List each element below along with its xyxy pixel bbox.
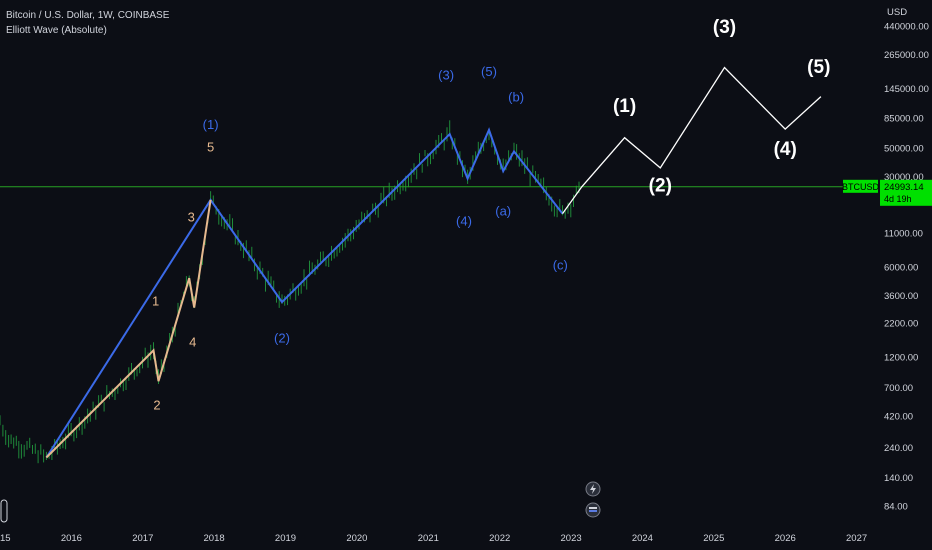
projection-line xyxy=(561,66,822,214)
time-tick-label: 2027 xyxy=(846,533,867,544)
price-tag-box xyxy=(880,179,932,206)
wave-label: (5) xyxy=(481,64,497,79)
time-tick-label: 2015 xyxy=(0,533,11,544)
price-tick-label: 265000.00 xyxy=(884,50,929,61)
wave-label: (1) xyxy=(203,117,219,132)
wave-label: (4) xyxy=(774,139,797,160)
time-tick-label: 2016 xyxy=(61,533,82,544)
price-tick-label: 11000.00 xyxy=(884,228,923,239)
time-tick-label: 2023 xyxy=(561,533,582,544)
price-axis-unit: USD xyxy=(887,7,907,18)
time-axis[interactable]: 2015 2016 2017 2018 2019 2020 2021 2022 2023 2024… xyxy=(0,533,867,544)
wave-label: (c) xyxy=(553,258,568,273)
time-tick-label: 2019 xyxy=(275,533,296,544)
flash-icon[interactable] xyxy=(585,481,601,497)
scroll-handle-icon[interactable] xyxy=(0,499,8,523)
sub-wave-line xyxy=(45,199,212,459)
wave-label: (2) xyxy=(274,331,290,346)
price-tick-label: 3600.00 xyxy=(884,291,918,302)
price-tick-label: 85000.00 xyxy=(884,114,924,125)
wave-label: 5 xyxy=(207,139,214,154)
flag-icon[interactable] xyxy=(585,502,601,518)
wave-labels-layer: (1) 5 3 1 4 2 (2) (3) (4) (5) (a) (b) (c) (1) (2) (3) (4… xyxy=(152,17,830,413)
time-tick-label: 2025 xyxy=(703,533,724,544)
wave-label: 1 xyxy=(152,294,159,309)
chart-title: Bitcoin / U.S. Dollar, 1W, COINBASE xyxy=(6,10,170,21)
price-tick-label: 30000.00 xyxy=(884,172,924,183)
price-tick-label: 1200.00 xyxy=(884,353,918,364)
price-tick-label: 700.00 xyxy=(884,383,913,394)
wave-label: (1) xyxy=(613,96,636,117)
price-tick-label: 420.00 xyxy=(884,411,913,422)
wave-label: (b) xyxy=(508,89,524,104)
price-tick-label: 50000.00 xyxy=(884,144,924,155)
time-tick-label: 2021 xyxy=(418,533,439,544)
wave-label: (a) xyxy=(495,204,511,219)
time-tick-label: 2020 xyxy=(346,533,367,544)
price-tag-countdown: 4d 19h xyxy=(884,194,912,204)
price-tick-label: 145000.00 xyxy=(884,84,929,95)
wave-lines-layer xyxy=(45,66,822,459)
wave-label: (3) xyxy=(438,67,454,82)
price-tick-label: 84.00 xyxy=(884,502,908,513)
price-axis[interactable]: USD 440000.00 265000.00 145000.00 85000.00 5… xyxy=(884,7,929,513)
wave-label: (5) xyxy=(807,57,830,78)
wave-label: 2 xyxy=(153,398,160,413)
time-tick-label: 2018 xyxy=(204,533,225,544)
price-tick-label: 240.00 xyxy=(884,443,913,454)
symbol-tag-box xyxy=(843,179,878,193)
price-tick-label: 440000.00 xyxy=(884,22,929,33)
price-tick-label: 2200.00 xyxy=(884,319,918,330)
primary-wave-line xyxy=(45,127,564,459)
price-tag-value: 24993.14 xyxy=(884,182,924,193)
time-tick-label: 2017 xyxy=(132,533,153,544)
wave-label: (4) xyxy=(456,214,472,229)
wave-label: 3 xyxy=(188,209,195,224)
wave-label: (3) xyxy=(713,17,736,38)
time-tick-label: 2026 xyxy=(775,533,796,544)
symbol-tag-text: BTCUSD xyxy=(842,182,880,192)
time-tick-label: 2022 xyxy=(489,533,510,544)
time-tick-label: 2024 xyxy=(632,533,653,544)
wave-label: (2) xyxy=(649,176,672,197)
wave-label: 4 xyxy=(189,334,196,349)
price-tick-label: 140.00 xyxy=(884,473,913,484)
price-tick-label: 6000.00 xyxy=(884,262,918,273)
indicator-label[interactable]: Elliott Wave (Absolute) xyxy=(6,25,107,36)
